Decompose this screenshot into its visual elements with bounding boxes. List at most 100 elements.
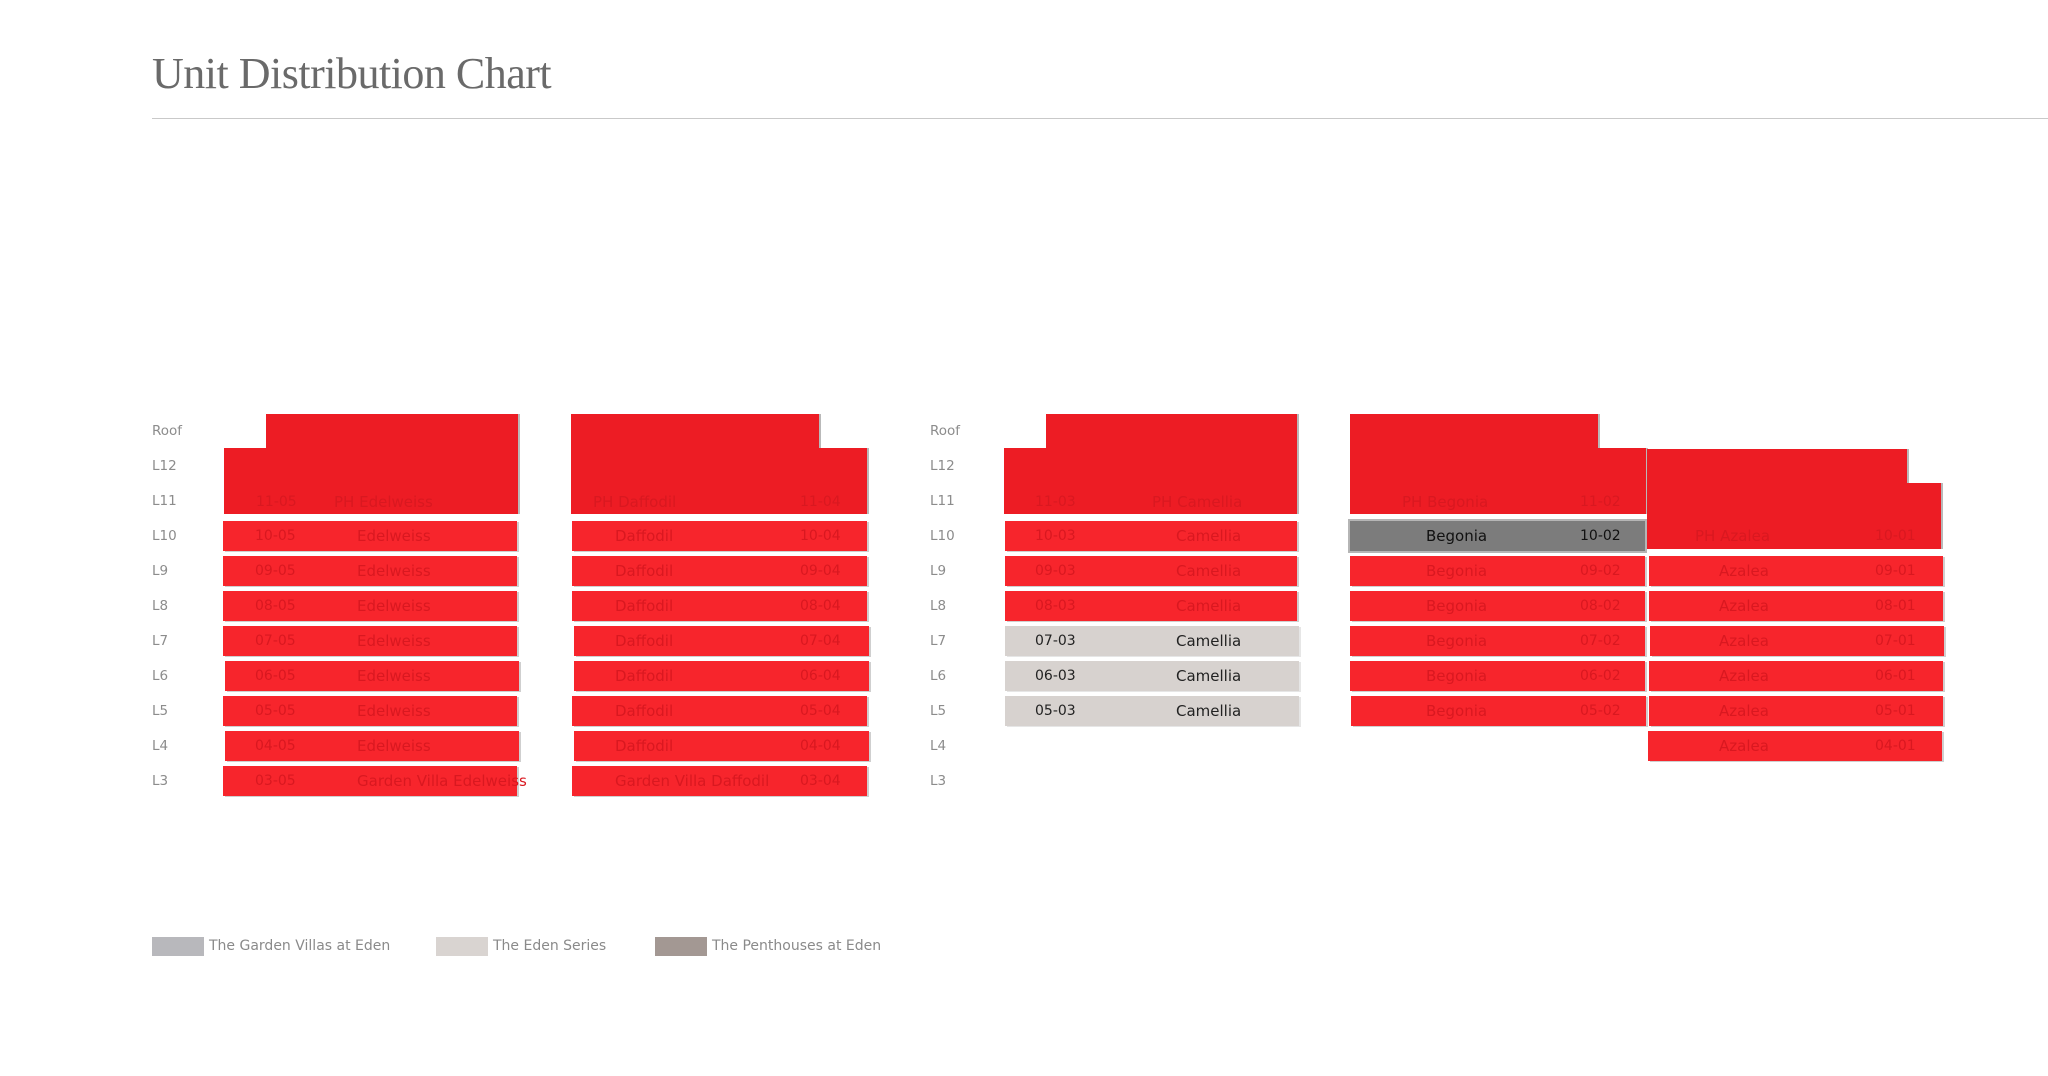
- unit-name: Begonia: [1426, 667, 1488, 685]
- unit-row-08-04[interactable]: Daffodil 08-04: [572, 591, 867, 621]
- level-label-l8: L8: [930, 598, 947, 614]
- unit-name: Azalea: [1719, 632, 1769, 650]
- unit-number: 05-04: [800, 703, 841, 719]
- camellia-roof-block: [1046, 414, 1297, 449]
- unit-name: Begonia: [1426, 597, 1488, 615]
- unit-number: 08-05: [255, 598, 296, 614]
- unit-number: 09-02: [1580, 563, 1621, 579]
- unit-row-04-05[interactable]: 04-05 Edelweiss: [225, 731, 519, 761]
- level-label-l11: L11: [930, 493, 955, 509]
- unit-row-09-02[interactable]: Begonia 09-02: [1350, 556, 1645, 586]
- azalea-penthouse-label: PH Azalea 10-01: [1647, 524, 1941, 548]
- unit-row-03-04[interactable]: Garden Villa Daffodil 03-04: [572, 766, 867, 796]
- daffodil-penthouse-label: PH Daffodil 11-04: [571, 490, 867, 514]
- unit-row-10-02[interactable]: Begonia 10-02: [1350, 521, 1645, 551]
- level-label-l4: L4: [930, 738, 947, 754]
- edelweiss-penthouse-block[interactable]: [224, 448, 518, 514]
- unit-row-09-05[interactable]: 09-05 Edelweiss: [223, 556, 517, 586]
- unit-row-07-02[interactable]: Begonia 07-02: [1350, 626, 1645, 656]
- unit-row-06-03[interactable]: 06-03 Camellia: [1005, 661, 1299, 691]
- unit-name: Daffodil: [615, 527, 674, 545]
- unit-row-09-03[interactable]: 09-03 Camellia: [1005, 556, 1297, 586]
- unit-number: 06-05: [255, 668, 296, 684]
- unit-number: 03-05: [255, 773, 296, 789]
- unit-row-07-03[interactable]: 07-03 Camellia: [1005, 626, 1299, 656]
- unit-row-06-05[interactable]: 06-05 Edelweiss: [225, 661, 519, 691]
- unit-row-04-04[interactable]: Daffodil 04-04: [574, 731, 869, 761]
- unit-name: Edelweiss: [357, 527, 431, 545]
- unit-name: Begonia: [1426, 527, 1488, 545]
- page-title: Unit Distribution Chart: [152, 49, 552, 98]
- unit-number: 10-03: [1035, 528, 1076, 544]
- unit-row-08-05[interactable]: 08-05 Edelweiss: [223, 591, 517, 621]
- unit-name: PH Azalea: [1695, 527, 1771, 545]
- unit-name: Daffodil: [615, 702, 674, 720]
- unit-name: PH Begonia: [1402, 493, 1489, 511]
- unit-row-08-03[interactable]: 08-03 Camellia: [1005, 591, 1297, 621]
- unit-row-10-05[interactable]: 10-05 Edelweiss: [223, 521, 517, 551]
- level-label-l3: L3: [930, 773, 947, 789]
- unit-number: 08-01: [1875, 598, 1916, 614]
- unit-row-09-04[interactable]: Daffodil 09-04: [572, 556, 867, 586]
- level-label-l10: L10: [152, 528, 177, 544]
- level-label-l12: L12: [930, 458, 955, 474]
- level-label-roof: Roof: [152, 423, 183, 439]
- azalea-penthouse-block[interactable]: [1647, 483, 1941, 549]
- unit-row-03-05[interactable]: 03-05 Garden Villa Edelweiss: [223, 766, 527, 796]
- unit-row-06-02[interactable]: Begonia 06-02: [1350, 661, 1645, 691]
- unit-name: Edelweiss: [357, 597, 431, 615]
- camellia-penthouse-block[interactable]: [1004, 448, 1297, 514]
- unit-row-07-01[interactable]: Azalea 07-01: [1650, 626, 1944, 656]
- level-label-l7: L7: [930, 633, 947, 649]
- title-divider: [152, 118, 2048, 119]
- unit-row-07-04[interactable]: Daffodil 07-04: [574, 626, 869, 656]
- unit-name: Daffodil: [615, 737, 674, 755]
- unit-row-05-05[interactable]: 05-05 Edelweiss: [223, 696, 517, 726]
- unit-number: 08-03: [1035, 598, 1076, 614]
- unit-number: 04-04: [800, 738, 841, 754]
- unit-name: Daffodil: [615, 667, 674, 685]
- unit-row-10-03[interactable]: 10-03 Camellia: [1005, 521, 1297, 551]
- legend-label-garden-villas: The Garden Villas at Eden: [209, 938, 391, 954]
- daffodil-penthouse-block[interactable]: [571, 448, 867, 514]
- unit-number: 07-04: [800, 633, 841, 649]
- unit-name: Garden Villa Edelweiss: [357, 772, 527, 790]
- unit-number: 03-04: [800, 773, 841, 789]
- unit-row-06-04[interactable]: Daffodil 06-04: [574, 661, 869, 691]
- unit-name: Begonia: [1426, 562, 1488, 580]
- unit-row-09-01[interactable]: Azalea 09-01: [1649, 556, 1943, 586]
- unit-row-05-04[interactable]: Daffodil 05-04: [572, 696, 867, 726]
- unit-name: Azalea: [1719, 597, 1769, 615]
- level-label-l4: L4: [152, 738, 169, 754]
- unit-number: 04-01: [1875, 738, 1916, 754]
- legend-label-penthouses: The Penthouses at Eden: [712, 938, 882, 954]
- unit-number: 06-01: [1875, 668, 1916, 684]
- unit-row-05-03[interactable]: 05-03 Camellia: [1005, 696, 1299, 726]
- unit-number: 04-05: [255, 738, 296, 754]
- unit-row-05-01[interactable]: Azalea 05-01: [1649, 696, 1943, 726]
- begonia-penthouse-block[interactable]: [1350, 448, 1646, 514]
- unit-number: 07-01: [1875, 633, 1916, 649]
- unit-row-07-05[interactable]: 07-05 Edelweiss: [223, 626, 517, 656]
- unit-row-06-01[interactable]: Azalea 06-01: [1649, 661, 1943, 691]
- level-label-l3: L3: [152, 773, 169, 789]
- unit-row-05-02[interactable]: Begonia 05-02: [1351, 696, 1646, 726]
- unit-name: PH Camellia: [1152, 493, 1243, 511]
- level-label-l11: L11: [152, 493, 177, 509]
- unit-number: 07-02: [1580, 633, 1621, 649]
- unit-name: Azalea: [1719, 702, 1769, 720]
- unit-number: 06-02: [1580, 668, 1621, 684]
- camellia-penthouse-label: 11-03 PH Camellia: [1004, 490, 1297, 514]
- unit-row-04-01[interactable]: Azalea 04-01: [1648, 731, 1942, 761]
- level-label-l6: L6: [930, 668, 947, 684]
- unit-name: Daffodil: [615, 632, 674, 650]
- unit-number: 09-03: [1035, 563, 1076, 579]
- begonia-roof-block: [1350, 414, 1598, 449]
- unit-name: Camellia: [1176, 702, 1242, 720]
- unit-number: 10-05: [255, 528, 296, 544]
- unit-number: 09-04: [800, 563, 841, 579]
- unit-row-10-04[interactable]: Daffodil 10-04: [572, 521, 867, 551]
- unit-row-08-02[interactable]: Begonia 08-02: [1350, 591, 1645, 621]
- unit-number: 09-05: [255, 563, 296, 579]
- unit-row-08-01[interactable]: Azalea 08-01: [1649, 591, 1943, 621]
